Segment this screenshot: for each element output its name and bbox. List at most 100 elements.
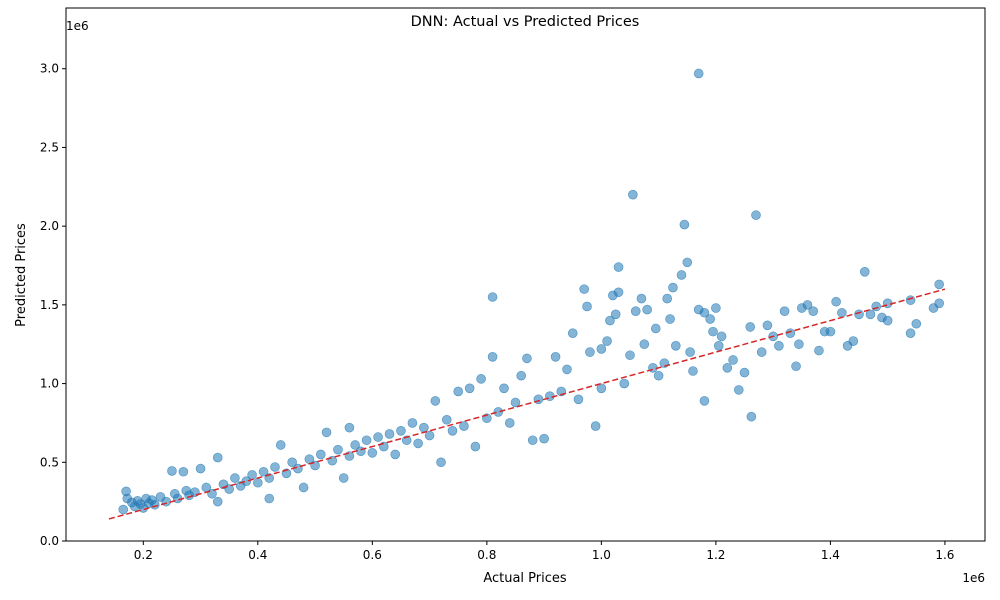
data-point [275, 440, 286, 450]
data-point [662, 293, 673, 304]
data-point [905, 295, 916, 305]
data-point [338, 473, 349, 483]
y-axis-label: Predicted Prices [14, 223, 29, 327]
data-point [716, 331, 727, 342]
data-point [367, 448, 378, 458]
data-point [596, 383, 607, 394]
data-point [287, 457, 297, 468]
data-point [693, 68, 704, 79]
data-point [665, 314, 675, 324]
data-point [610, 309, 621, 320]
data-point [668, 282, 678, 293]
data-point [424, 430, 435, 441]
data-point [419, 422, 429, 433]
data-point [550, 352, 561, 362]
data-point [459, 421, 469, 431]
data-point [247, 470, 257, 480]
data-point [808, 306, 819, 316]
data-point [476, 374, 486, 384]
data-point [590, 421, 601, 431]
data-point [746, 411, 757, 422]
data-point [685, 347, 695, 357]
data-point [493, 407, 504, 417]
data-point [510, 397, 521, 408]
data-point [384, 429, 395, 439]
data-point [241, 476, 252, 486]
data-point [447, 426, 458, 436]
data-point [859, 267, 870, 277]
data-point [430, 396, 441, 406]
y-axis-offset-text: 1e6 [66, 19, 89, 33]
data-point [212, 496, 223, 507]
data-point [739, 367, 750, 378]
data-point [390, 449, 401, 460]
data-point [178, 466, 189, 477]
y-tick-label: 2.0 [40, 219, 59, 233]
data-point [785, 328, 796, 339]
x-tick-label: 0.8 [477, 548, 496, 562]
data-point [642, 304, 652, 315]
data-point [264, 493, 275, 504]
data-point [407, 418, 418, 428]
data-point [579, 284, 589, 294]
data-point [361, 435, 372, 446]
data-point [774, 340, 784, 351]
data-point [934, 298, 944, 309]
x-axis-offset-text: 1e6 [962, 571, 985, 585]
data-point [756, 347, 767, 357]
data-point [224, 484, 234, 494]
data-point [118, 504, 129, 515]
data-point [333, 444, 343, 455]
data-point [504, 418, 515, 428]
data-point [321, 427, 332, 438]
data-point [516, 370, 527, 381]
data-point [625, 350, 635, 361]
data-point [207, 488, 217, 499]
data-point [905, 328, 916, 339]
x-axis-ticks: 0.2 0.4 0.6 0.8 1.0 1.2 1.4 1.6 [134, 541, 954, 562]
data-point [682, 257, 693, 268]
data-point [310, 460, 320, 471]
chart-title: DNN: Actual vs Predicted Prices [411, 14, 640, 30]
data-point [779, 306, 790, 316]
data-point [436, 457, 446, 468]
data-point [585, 347, 595, 357]
data-point [350, 440, 360, 450]
data-point [733, 385, 744, 395]
x-tick-label: 0.4 [248, 548, 267, 562]
data-point [527, 435, 538, 446]
data-point [882, 315, 893, 326]
data-point [212, 452, 223, 463]
data-point [602, 336, 612, 346]
data-point [676, 270, 687, 280]
data-point [562, 364, 572, 375]
data-point [636, 293, 647, 304]
data-point [762, 320, 773, 331]
data-point [650, 323, 661, 334]
data-point [315, 449, 326, 460]
data-point [699, 396, 710, 406]
data-point [413, 438, 423, 449]
data-point [837, 307, 847, 318]
data-point [258, 466, 269, 477]
x-tick-label: 1.6 [935, 548, 954, 562]
data-point [378, 441, 389, 452]
data-point [567, 328, 578, 339]
data-point [802, 300, 813, 310]
data-point [619, 378, 630, 389]
data-point [539, 433, 549, 444]
y-axis-ticks: 0.0 0.5 1.0 1.5 2.0 2.5 3.0 [40, 62, 66, 548]
y-tick-label: 3.0 [40, 62, 59, 76]
data-point [688, 366, 698, 376]
data-point [487, 292, 498, 302]
data-point [865, 309, 876, 320]
data-point [270, 462, 280, 472]
data-point [825, 326, 836, 337]
y-tick-label: 2.5 [40, 140, 59, 154]
scatter-points [118, 68, 944, 515]
data-point [195, 463, 206, 474]
data-point [373, 432, 383, 442]
data-point [522, 353, 532, 364]
data-point [396, 426, 406, 436]
